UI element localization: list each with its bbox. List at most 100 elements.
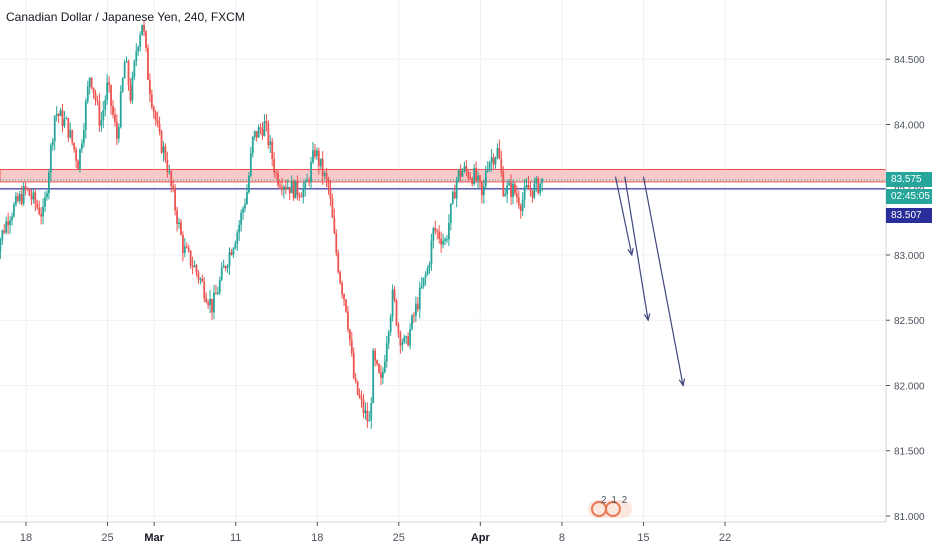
candle xyxy=(424,271,427,286)
candle-body xyxy=(385,343,388,362)
candle xyxy=(337,249,340,275)
candle xyxy=(500,150,503,178)
candle xyxy=(378,362,380,374)
candle xyxy=(300,192,303,198)
candle xyxy=(451,190,454,205)
arrow-line[interactable] xyxy=(624,176,649,321)
candle-body xyxy=(432,227,435,241)
candle xyxy=(399,330,402,354)
candle-body xyxy=(288,186,291,194)
price-axis[interactable]: 85.00084.50084.00083.50083.00082.50082.0… xyxy=(885,0,925,523)
candle xyxy=(381,367,384,385)
arrow-head[interactable] xyxy=(643,313,651,322)
candle-body xyxy=(98,101,101,126)
candle xyxy=(282,184,285,199)
candle xyxy=(358,388,361,399)
candle-body xyxy=(5,221,8,233)
candle-body xyxy=(531,190,534,198)
projection-arrow[interactable] xyxy=(624,176,651,322)
candle xyxy=(364,402,367,420)
candle-body xyxy=(84,101,87,130)
candle xyxy=(180,218,182,236)
candle xyxy=(67,117,70,143)
candle-body xyxy=(296,180,299,195)
candle-body xyxy=(222,266,225,268)
arrow-head[interactable] xyxy=(678,378,686,387)
candle xyxy=(504,187,507,197)
candle-body xyxy=(337,252,340,272)
candle xyxy=(108,76,111,93)
candle xyxy=(135,43,138,67)
candle xyxy=(527,175,530,190)
candle xyxy=(275,169,277,180)
candle-body xyxy=(160,131,163,153)
candle xyxy=(187,244,190,253)
candle-body xyxy=(148,79,151,95)
candle xyxy=(222,259,225,268)
candle-body xyxy=(475,168,477,181)
arrow-head[interactable] xyxy=(627,247,634,257)
candle-body xyxy=(370,403,373,420)
candle-body xyxy=(347,311,349,330)
candle xyxy=(125,56,128,63)
candle xyxy=(308,177,310,187)
candle xyxy=(529,181,532,197)
candle xyxy=(154,109,157,127)
candle-body xyxy=(519,205,522,211)
candle-body xyxy=(253,131,256,137)
tradingview-logo-icon[interactable]: 2 1 2 xyxy=(587,495,633,519)
candle-body xyxy=(473,168,476,185)
arrow-line[interactable] xyxy=(642,176,684,386)
candle xyxy=(46,190,48,201)
candle xyxy=(234,240,237,250)
candle xyxy=(172,180,175,193)
candle xyxy=(537,176,540,195)
candle xyxy=(455,176,458,208)
candle xyxy=(312,142,314,165)
candle xyxy=(356,380,359,396)
candle xyxy=(494,156,497,169)
candle xyxy=(331,193,334,219)
candle-body xyxy=(13,204,15,217)
candle-body xyxy=(127,61,130,85)
candle xyxy=(104,95,107,117)
candle-body xyxy=(486,169,489,171)
candle xyxy=(86,80,89,104)
candle-body xyxy=(96,100,99,102)
projection-arrow[interactable] xyxy=(642,176,686,387)
candle xyxy=(137,45,140,56)
candle xyxy=(366,402,369,428)
arrow-line[interactable] xyxy=(614,176,633,256)
candle-body xyxy=(166,160,169,173)
candle xyxy=(249,146,252,178)
candle-body xyxy=(104,99,107,111)
projection-arrow[interactable] xyxy=(614,176,634,257)
candle-body xyxy=(286,186,289,189)
candle-body xyxy=(292,181,295,199)
candle xyxy=(168,164,171,175)
candle-body xyxy=(481,181,483,196)
candle xyxy=(281,177,283,196)
candle xyxy=(22,181,25,206)
candle xyxy=(492,153,495,170)
candle xyxy=(510,174,512,205)
candle xyxy=(20,185,23,206)
candle xyxy=(143,20,145,37)
candle-body xyxy=(251,136,254,154)
candle-body xyxy=(129,84,132,101)
candle xyxy=(133,59,136,81)
candle-body xyxy=(281,186,283,190)
bar-countdown-label: 02:45:05 xyxy=(886,188,932,204)
projection-arrows[interactable] xyxy=(614,176,686,387)
time-axis[interactable]: 18 25 Mar 11 18 25 Apr 8 15 22 xyxy=(0,521,886,544)
candle xyxy=(372,348,375,404)
candle xyxy=(391,284,394,322)
candle xyxy=(121,76,124,94)
candle xyxy=(57,112,60,124)
price-tick-label: 83.000 xyxy=(894,251,925,262)
candle xyxy=(465,159,468,177)
candle-body xyxy=(319,158,322,167)
candle xyxy=(310,156,312,189)
candle-body xyxy=(345,299,347,312)
